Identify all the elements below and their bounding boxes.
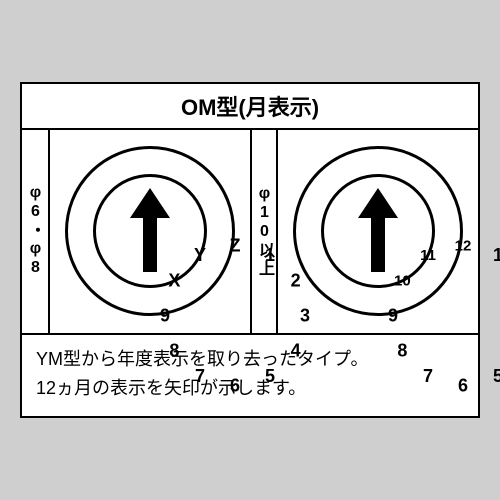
dial-char: 1 <box>265 245 275 266</box>
dial-char: 7 <box>423 366 433 387</box>
dial-char: 6 <box>458 376 468 397</box>
right-size-label: φ10以上 <box>250 130 278 333</box>
dial-char: Y <box>194 245 206 266</box>
dial-row: φ6・φ8 Z123456789XY φ10以上 121234567891011 <box>22 130 478 335</box>
dial-cell-right: 121234567891011 <box>278 130 478 333</box>
diagram-frame: OM型(月表示) φ6・φ8 Z123456789XY φ10以上 121234… <box>20 82 480 419</box>
dial-char: 5 <box>493 366 500 387</box>
dial-char: 9 <box>388 306 398 327</box>
dial-left: Z123456789XY <box>65 146 235 316</box>
dial-char: 4 <box>291 341 301 362</box>
title: OM型(月表示) <box>22 84 478 130</box>
arrow-icon <box>125 186 175 276</box>
dial-char: 12 <box>455 238 472 255</box>
dial-char: 1 <box>493 245 500 266</box>
dial-char: 9 <box>160 306 170 327</box>
arrow-icon <box>353 186 403 276</box>
dial-right: 121234567891011 <box>293 146 463 316</box>
dial-cell-left: Z123456789XY <box>50 130 250 333</box>
dial-char: 11 <box>420 247 436 264</box>
description: YM型から年度表示を取り去ったタイプ。 12ヵ月の表示を矢印が示します。 <box>22 335 478 417</box>
desc-line-2: 12ヵ月の表示を矢印が示します。 <box>36 374 464 403</box>
dial-char: 10 <box>394 273 411 290</box>
dial-char: 5 <box>265 366 275 387</box>
dial-char: X <box>168 271 180 292</box>
dial-char: Z <box>230 236 241 257</box>
dial-char: 8 <box>397 341 407 362</box>
dial-char: 7 <box>195 366 205 387</box>
dial-char: 8 <box>169 341 179 362</box>
left-size-label: φ6・φ8 <box>22 130 50 333</box>
dial-char: 6 <box>230 376 240 397</box>
